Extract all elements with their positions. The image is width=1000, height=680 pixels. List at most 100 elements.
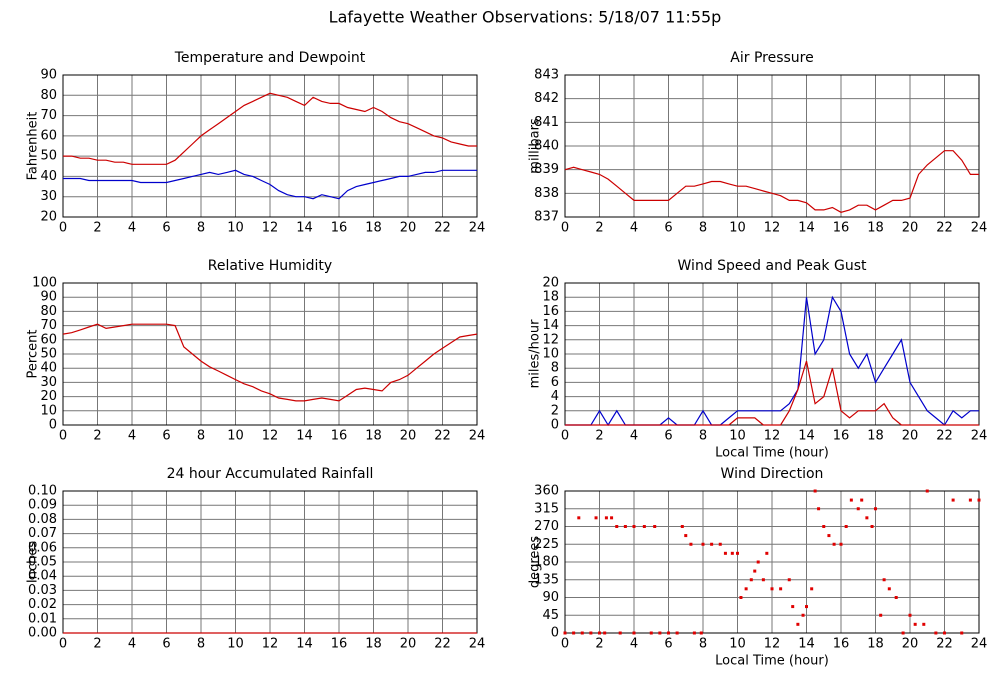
x-tick-label: 20 bbox=[400, 637, 417, 652]
data-point bbox=[603, 631, 607, 635]
data-point bbox=[736, 551, 739, 555]
x-tick-label: 12 bbox=[764, 637, 781, 652]
y-tick-label: 0.05 bbox=[28, 555, 57, 570]
panel-title: Wind Speed and Peak Gust bbox=[678, 258, 867, 274]
data-point bbox=[577, 516, 581, 520]
x-tick-label: 14 bbox=[296, 429, 313, 444]
data-line bbox=[565, 360, 979, 426]
data-point bbox=[882, 578, 886, 582]
data-point bbox=[594, 516, 598, 520]
data-point bbox=[658, 631, 662, 635]
data-point bbox=[756, 560, 760, 564]
y-tick-label: 839 bbox=[534, 162, 559, 177]
x-tick-label: 24 bbox=[971, 637, 988, 652]
x-tick-label: 10 bbox=[729, 429, 746, 444]
data-point bbox=[744, 587, 748, 591]
y-tick-label: 0 bbox=[49, 418, 57, 433]
y-tick-label: 40 bbox=[40, 361, 57, 376]
y-tick-label: 20 bbox=[542, 276, 559, 291]
data-point bbox=[901, 631, 905, 635]
data-point bbox=[563, 631, 567, 635]
x-tick-label: 14 bbox=[296, 221, 313, 236]
data-point bbox=[934, 631, 938, 635]
data-point bbox=[908, 613, 912, 617]
data-point bbox=[951, 498, 955, 502]
x-tick-label: 10 bbox=[729, 221, 746, 236]
y-tick-label: 0.07 bbox=[28, 526, 57, 541]
data-point bbox=[684, 534, 688, 538]
data-point bbox=[925, 489, 929, 493]
y-tick-label: 843 bbox=[534, 68, 559, 83]
y-tick-label: 12 bbox=[542, 332, 559, 347]
y-tick-label: 180 bbox=[534, 555, 559, 570]
data-point bbox=[623, 525, 627, 528]
data-point bbox=[844, 525, 848, 528]
x-tick-label: 0 bbox=[59, 637, 67, 652]
y-axis-label: Fahrenheit bbox=[26, 112, 41, 181]
x-tick-label: 8 bbox=[197, 221, 205, 236]
y-tick-label: 0.02 bbox=[28, 597, 57, 612]
data-point bbox=[718, 542, 722, 546]
x-tick-label: 0 bbox=[59, 221, 67, 236]
x-tick-label: 16 bbox=[833, 637, 850, 652]
data-point bbox=[856, 507, 860, 511]
data-point bbox=[580, 631, 584, 635]
y-tick-label: 0.01 bbox=[28, 611, 57, 626]
y-tick-label: 838 bbox=[534, 186, 559, 201]
data-point bbox=[589, 631, 593, 635]
x-tick-label: 4 bbox=[128, 221, 136, 236]
y-axis-label: degrees bbox=[528, 536, 543, 589]
data-point bbox=[765, 551, 769, 555]
y-tick-label: 16 bbox=[542, 304, 559, 319]
y-tick-label: 60 bbox=[40, 128, 57, 143]
data-point bbox=[922, 622, 926, 626]
x-tick-label: 12 bbox=[764, 429, 781, 444]
x-tick-label: 6 bbox=[162, 429, 170, 444]
y-tick-label: 135 bbox=[534, 572, 559, 587]
x-tick-label: 2 bbox=[595, 221, 603, 236]
y-tick-label: 10 bbox=[542, 347, 559, 362]
y-tick-label: 90 bbox=[542, 590, 559, 605]
plot-frame bbox=[564, 74, 980, 218]
y-axis-label: Percent bbox=[26, 330, 41, 379]
y-tick-label: 842 bbox=[534, 91, 559, 106]
data-line bbox=[63, 92, 477, 165]
x-tick-label: 0 bbox=[561, 637, 569, 652]
y-tick-label: 100 bbox=[32, 276, 57, 291]
x-tick-label: 4 bbox=[630, 429, 638, 444]
x-tick-label: 22 bbox=[936, 637, 953, 652]
y-tick-label: 60 bbox=[40, 332, 57, 347]
data-point bbox=[839, 542, 843, 546]
y-tick-label: 225 bbox=[534, 537, 559, 552]
data-point bbox=[649, 631, 653, 635]
y-tick-label: 80 bbox=[40, 88, 57, 103]
x-tick-label: 8 bbox=[699, 429, 707, 444]
data-point bbox=[739, 596, 743, 599]
x-tick-label: 24 bbox=[469, 429, 486, 444]
data-point bbox=[879, 613, 883, 617]
y-tick-label: 70 bbox=[40, 318, 57, 333]
y-tick-label: 6 bbox=[551, 375, 559, 390]
data-point bbox=[805, 605, 808, 609]
x-tick-label: 24 bbox=[971, 429, 988, 444]
plot-frame bbox=[564, 490, 980, 634]
x-tick-label: 12 bbox=[262, 429, 279, 444]
data-point bbox=[749, 578, 753, 582]
data-point bbox=[960, 631, 964, 635]
x-axis-label: Local Time (hour) bbox=[715, 446, 829, 461]
x-tick-label: 12 bbox=[262, 637, 279, 652]
data-point bbox=[977, 498, 981, 502]
x-tick-label: 12 bbox=[764, 221, 781, 236]
data-point bbox=[849, 498, 853, 502]
data-point bbox=[632, 631, 636, 635]
y-tick-label: 841 bbox=[534, 115, 559, 130]
x-tick-label: 6 bbox=[162, 637, 170, 652]
x-tick-label: 8 bbox=[699, 637, 707, 652]
data-point bbox=[618, 631, 622, 635]
y-tick-label: 0.08 bbox=[28, 512, 57, 527]
x-tick-label: 16 bbox=[833, 221, 850, 236]
x-axis-label: Local Time (hour) bbox=[715, 654, 829, 669]
y-tick-label: 90 bbox=[40, 290, 57, 305]
data-point bbox=[817, 507, 821, 511]
